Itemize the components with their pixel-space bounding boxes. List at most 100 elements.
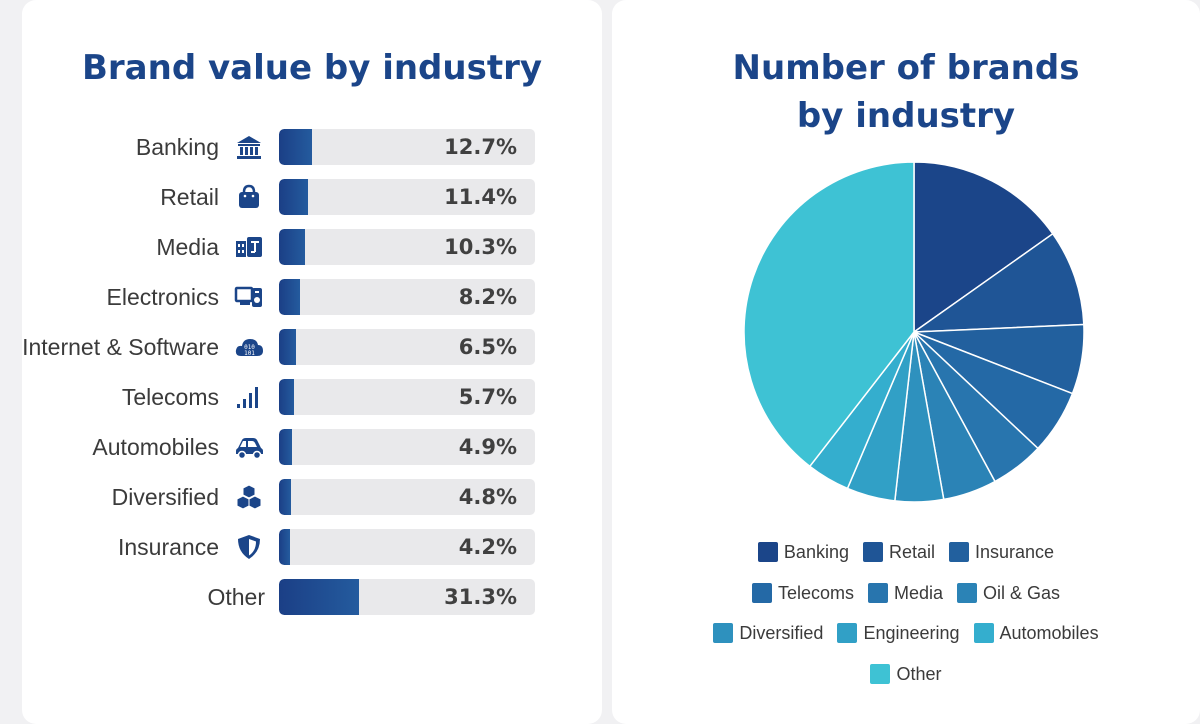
bar — [279, 229, 306, 265]
legend-swatch — [870, 663, 891, 684]
bar-value-label: 6.5% — [458, 335, 517, 359]
bar-track: 12.7% — [279, 129, 535, 165]
bar-category-label: Retail — [160, 184, 219, 210]
legend-swatch — [751, 582, 772, 603]
bar-value-label: 10.3% — [444, 235, 517, 259]
bar-row: Electronics 8.2% — [22, 279, 557, 315]
legend-label: Retail — [888, 542, 936, 562]
bar — [279, 379, 294, 415]
bar-category-label: Insurance — [117, 534, 219, 560]
bar-row: Diversified 4.8% — [22, 479, 557, 515]
bar-row: Telecoms 5.7% — [22, 379, 557, 415]
bar-category-label: Automobiles — [92, 434, 219, 460]
bar-track: 4.2% — [279, 529, 535, 565]
legend-item: Engineering — [837, 621, 960, 645]
bar-row: Automobiles 4.9% — [22, 429, 557, 465]
media-icon — [236, 237, 262, 257]
legend-item: Automobiles — [973, 621, 1099, 645]
legend-label: Telecoms — [777, 582, 854, 603]
legend-label: Diversified — [739, 623, 824, 643]
car-icon — [236, 438, 263, 460]
brand-count-panel: Number of brands by industry Banking Reta… — [612, 0, 1200, 724]
bar — [279, 529, 290, 565]
bar-track: 4.8% — [279, 479, 535, 515]
bar-value-label: 5.7% — [458, 385, 517, 409]
legend-label: Automobiles — [999, 623, 1099, 643]
bar-category-label: Other — [207, 584, 265, 610]
pie-slice — [743, 161, 915, 468]
bank-icon — [237, 136, 261, 159]
bar — [279, 179, 309, 215]
bar-value-label: 31.3% — [444, 585, 517, 609]
bar — [279, 129, 312, 165]
legend-swatch — [757, 542, 778, 562]
legend-label: Media — [893, 582, 944, 603]
bar-row: Other 31.3% — [22, 579, 557, 615]
bar-track: 5.7% — [279, 379, 535, 415]
legend-item: Banking — [757, 540, 849, 564]
legend-item: Retail — [862, 540, 936, 564]
bar-track: 31.3% — [279, 579, 535, 615]
brand-count-pie-chart — [743, 161, 1085, 503]
brand-value-title: Brand value by industry — [81, 48, 543, 88]
bar-row: Media 10.3% — [22, 229, 557, 265]
bar-track: 4.9% — [279, 429, 535, 465]
legend-swatch — [867, 582, 888, 603]
bar-row: Insurance 4.2% — [22, 529, 557, 565]
legend-swatch — [713, 623, 734, 643]
bar-track: 10.3% — [279, 229, 535, 265]
bar-value-label: 12.7% — [444, 135, 517, 159]
legend-label: Insurance — [975, 542, 1055, 562]
bar-value-label: 8.2% — [458, 285, 517, 309]
svg-text:010: 010 — [244, 344, 255, 351]
legend-label: Engineering — [863, 623, 960, 643]
bar-value-label: 4.8% — [458, 485, 517, 509]
legend-item: Media — [867, 581, 944, 605]
bar-value-label: 4.2% — [458, 535, 517, 559]
legend-row: Diversified Engineering Automobiles — [612, 621, 1200, 645]
legend-item: Telecoms — [751, 581, 854, 605]
bar — [279, 279, 300, 315]
signal-bars-icon — [237, 387, 258, 408]
legend-swatch — [949, 542, 970, 562]
bar-category-label: Internet & Software — [22, 334, 219, 360]
bar — [279, 429, 292, 465]
brand-value-panel: Brand value by industry Banking 12.7% Reta… — [22, 0, 602, 724]
brand-count-title-text: Number of brands by industry — [732, 48, 1080, 136]
bar-category-label: Diversified — [111, 484, 219, 510]
bar-row: Internet & Software 010 101 6.5% — [22, 329, 557, 365]
pie-slice — [911, 232, 1085, 333]
legend-swatch — [837, 623, 858, 643]
bar-track: 8.2% — [279, 279, 535, 315]
shopping-bag-icon — [239, 184, 259, 208]
legend-label: Banking — [783, 542, 849, 562]
legend-row: Telecoms Media Oil & Gas — [612, 581, 1200, 605]
bar-category-label: Electronics — [106, 284, 219, 310]
bar — [279, 329, 296, 365]
svg-text:101: 101 — [244, 350, 255, 357]
legend-label: Other — [896, 663, 942, 684]
bar-track: 11.4% — [279, 179, 535, 215]
cubes-icon — [236, 484, 262, 510]
bar-value-label: 4.9% — [458, 435, 517, 459]
bar-row: Retail 11.4% — [22, 179, 557, 215]
bar — [279, 579, 360, 615]
pie-slice — [913, 161, 1054, 334]
bar-category-label: Telecoms — [121, 384, 219, 410]
bar-row: Banking 12.7% — [22, 129, 557, 165]
bar-category-label: Media — [156, 234, 219, 260]
bar — [279, 479, 292, 515]
legend-swatch — [862, 542, 883, 562]
legend-row: Other — [612, 662, 1200, 686]
devices-icon — [234, 286, 262, 307]
legend-swatch — [973, 623, 994, 643]
shield-icon — [238, 535, 260, 559]
bar-track: 6.5% — [279, 329, 535, 365]
legend-label: Oil & Gas — [983, 582, 1061, 603]
bar-value-label: 11.4% — [444, 185, 517, 209]
legend-item: Oil & Gas — [957, 581, 1060, 605]
bar-category-label: Banking — [135, 134, 219, 160]
legend-item: Diversified — [713, 621, 823, 645]
legend-swatch — [957, 582, 978, 603]
